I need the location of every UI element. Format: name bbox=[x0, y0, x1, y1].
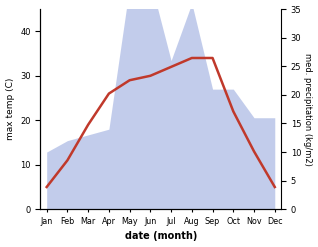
Y-axis label: max temp (C): max temp (C) bbox=[5, 78, 15, 140]
Y-axis label: med. precipitation (kg/m2): med. precipitation (kg/m2) bbox=[303, 53, 313, 165]
X-axis label: date (month): date (month) bbox=[125, 231, 197, 242]
